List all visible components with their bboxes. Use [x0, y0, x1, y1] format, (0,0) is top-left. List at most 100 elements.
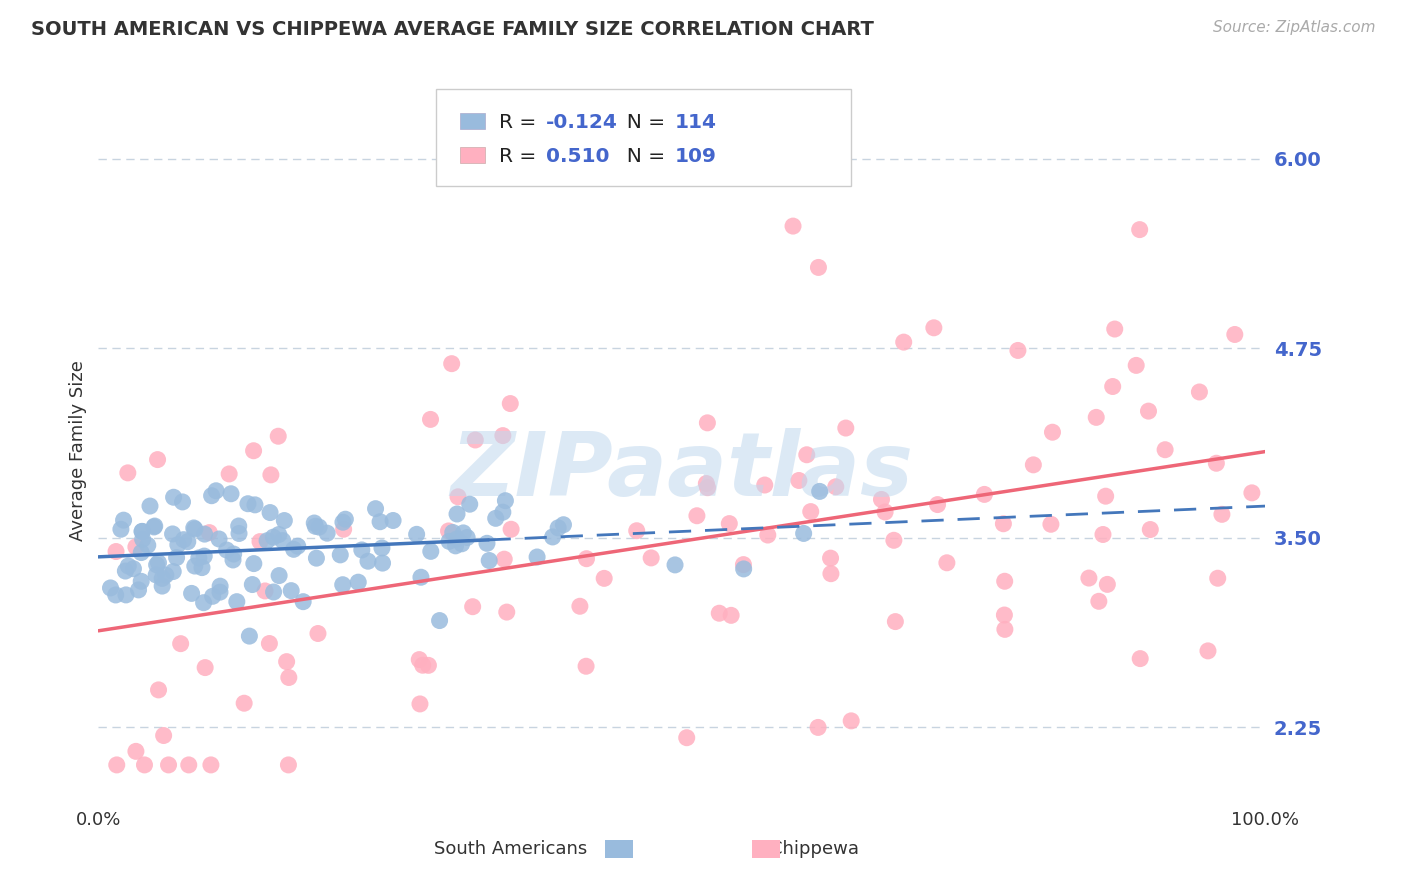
Point — [495, 605, 517, 619]
Point — [115, 588, 138, 602]
Point — [218, 467, 240, 481]
Point — [1206, 571, 1229, 585]
Point — [456, 531, 478, 545]
Point — [269, 568, 291, 582]
Point — [429, 614, 451, 628]
Point — [125, 744, 148, 758]
Point — [259, 636, 281, 650]
Point — [129, 574, 152, 589]
Point — [243, 498, 266, 512]
Point — [277, 671, 299, 685]
Point — [148, 556, 170, 570]
Point — [492, 505, 515, 519]
Point — [117, 466, 139, 480]
Point — [222, 553, 245, 567]
Point — [157, 758, 180, 772]
Point — [145, 558, 167, 572]
Point — [112, 513, 135, 527]
Point — [526, 549, 548, 564]
Point — [807, 260, 830, 275]
Point — [143, 519, 166, 533]
Point — [419, 412, 441, 426]
Point — [292, 595, 315, 609]
Point — [444, 539, 467, 553]
Point — [316, 526, 339, 541]
Text: N =: N = — [614, 113, 672, 132]
Point — [547, 521, 569, 535]
Point — [308, 520, 330, 534]
Point — [304, 519, 326, 533]
Point — [568, 599, 591, 614]
Point — [262, 530, 284, 544]
Point — [357, 554, 380, 568]
Point — [166, 550, 188, 565]
Point — [287, 539, 309, 553]
Point — [193, 549, 215, 563]
Point — [110, 522, 132, 536]
Point — [332, 522, 354, 536]
Point — [553, 517, 575, 532]
Point — [222, 547, 245, 561]
Point — [875, 505, 897, 519]
Point — [276, 655, 298, 669]
Point — [993, 607, 1015, 622]
Point — [368, 515, 391, 529]
Text: 109: 109 — [675, 147, 717, 166]
Point — [1240, 486, 1263, 500]
Point — [1188, 384, 1211, 399]
Point — [148, 682, 170, 697]
Point — [139, 499, 162, 513]
Point — [994, 623, 1017, 637]
Text: R =: R = — [499, 113, 543, 132]
Point — [709, 606, 731, 620]
Point — [464, 433, 486, 447]
Point — [793, 526, 815, 541]
Point — [371, 541, 394, 555]
Y-axis label: Average Family Size: Average Family Size — [69, 360, 87, 541]
Point — [225, 595, 247, 609]
Point — [446, 507, 468, 521]
Point — [329, 548, 352, 562]
Point — [169, 637, 191, 651]
Point — [499, 396, 522, 410]
Point — [205, 483, 228, 498]
Point — [134, 758, 156, 772]
Point — [1197, 644, 1219, 658]
Point — [1129, 651, 1152, 665]
Point — [332, 578, 354, 592]
Point — [412, 658, 434, 673]
Point — [209, 579, 232, 593]
Point — [440, 357, 463, 371]
Point — [686, 508, 709, 523]
Point — [347, 575, 370, 590]
Text: R =: R = — [499, 147, 543, 166]
Point — [696, 416, 718, 430]
Point — [733, 562, 755, 576]
Point — [883, 533, 905, 548]
Text: 114: 114 — [675, 113, 717, 132]
Point — [104, 588, 127, 602]
Point — [441, 525, 464, 540]
Point — [494, 552, 516, 566]
Point — [475, 536, 498, 550]
Point — [128, 582, 150, 597]
Point — [125, 540, 148, 554]
Point — [993, 516, 1015, 531]
Point — [461, 599, 484, 614]
Point — [870, 492, 893, 507]
Point — [260, 467, 283, 482]
Point — [994, 574, 1017, 589]
Text: -0.124: -0.124 — [546, 113, 617, 132]
Point — [935, 556, 957, 570]
Point — [172, 495, 194, 509]
Point — [807, 721, 830, 735]
Point — [893, 335, 915, 350]
Point — [973, 487, 995, 501]
Point — [922, 320, 945, 334]
Point — [675, 731, 697, 745]
Text: Chippewa: Chippewa — [770, 840, 859, 858]
Text: SOUTH AMERICAN VS CHIPPEWA AVERAGE FAMILY SIZE CORRELATION CHART: SOUTH AMERICAN VS CHIPPEWA AVERAGE FAMIL… — [31, 20, 873, 38]
Point — [277, 758, 299, 772]
Point — [1101, 379, 1123, 393]
Point — [1104, 322, 1126, 336]
